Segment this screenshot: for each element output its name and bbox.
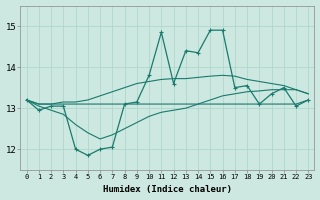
X-axis label: Humidex (Indice chaleur): Humidex (Indice chaleur) [103, 185, 232, 194]
